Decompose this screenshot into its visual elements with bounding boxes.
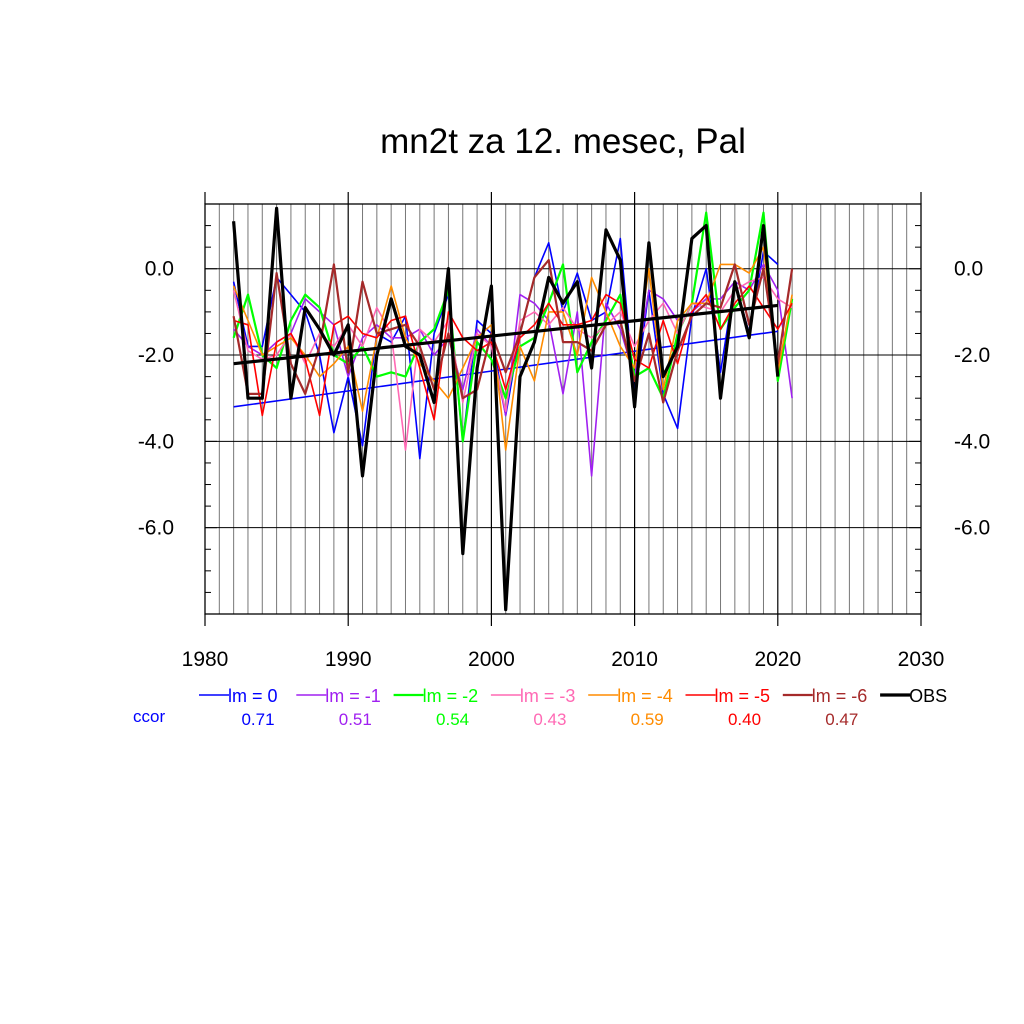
x-tick-label: 2010 — [611, 648, 658, 671]
legend-label-5: lm = -5 — [715, 686, 771, 706]
x-tick-label: 2030 — [898, 648, 945, 671]
ccor-value-5: 0.40 — [728, 710, 761, 729]
ccor-value-2: 0.54 — [436, 710, 469, 729]
trend-line-7 — [233, 303, 778, 366]
ccor-value-0: 0.71 — [241, 710, 274, 729]
ccor-value-3: 0.43 — [533, 710, 566, 729]
y-tick-label-left: -2.0 — [138, 344, 174, 367]
legend-label-7: OBS — [909, 686, 947, 706]
series-line-5 — [233, 285, 793, 421]
plot-frame — [204, 203, 922, 615]
x-tick-label: 2020 — [754, 648, 801, 671]
legend: lm = 0 0.71 lm = -1 0.51 lm = -2 0.54 lm = -3 0… — [133, 686, 947, 729]
y-tick-label-left: 0.0 — [145, 258, 174, 281]
y-tick-label-right: -4.0 — [954, 430, 990, 453]
chart-title: mn2t za 12. mesec, Pal — [380, 122, 746, 161]
legend-label-4: lm = -4 — [617, 686, 673, 706]
series-layer — [232, 206, 794, 612]
y-tick-label-left: -4.0 — [138, 430, 174, 453]
legend-label-1: lm = -1 — [325, 686, 381, 706]
series-line-2 — [232, 211, 794, 443]
series-line-7 — [232, 206, 780, 612]
ccor-value-6: 0.47 — [825, 710, 858, 729]
y-tick-label-right: 0.0 — [954, 258, 983, 281]
y-tick-label-right: -6.0 — [954, 517, 990, 540]
ccor-label: ccor — [133, 707, 165, 726]
legend-label-3: lm = -3 — [520, 686, 576, 706]
series-line-6 — [232, 259, 794, 404]
ccor-value-1: 0.51 — [339, 710, 372, 729]
x-tick-label: 1990 — [325, 648, 372, 671]
x-tick-label: 1980 — [182, 648, 229, 671]
legend-label-0: lm = 0 — [228, 686, 278, 706]
tick-label-layer: 1980 1990 2000 2010 2020 2030 0.0 0.0 -2.0 -2.0 -4… — [138, 258, 990, 671]
legend-label-2: lm = -2 — [423, 686, 479, 706]
x-tick-label: 2000 — [468, 648, 515, 671]
frame-layer — [204, 192, 922, 626]
y-tick-label-right: -2.0 — [954, 344, 990, 367]
legend-label-6: lm = -6 — [812, 686, 868, 706]
ccor-value-4: 0.59 — [631, 710, 664, 729]
y-tick-label-left: -6.0 — [138, 517, 174, 540]
